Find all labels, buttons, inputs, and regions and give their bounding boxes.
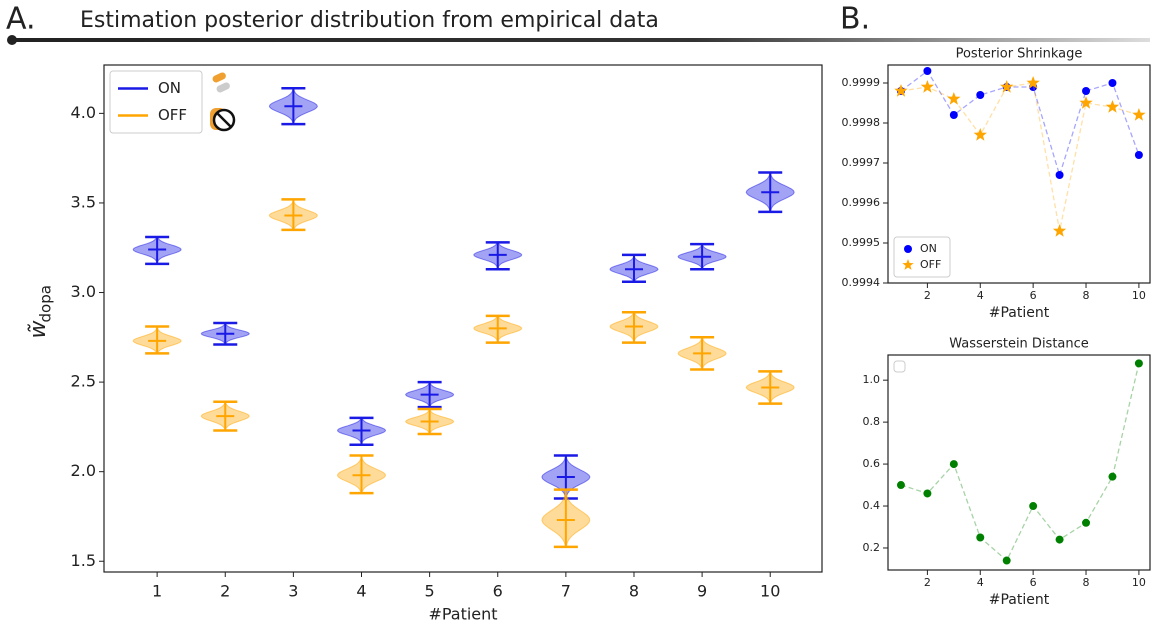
- y-tick-label: 3.0: [71, 282, 96, 301]
- x-tick-label: 4: [977, 289, 984, 302]
- y-tick-label: 3.5: [71, 192, 96, 211]
- y-tick-label: 0.6: [863, 457, 881, 470]
- legend-label: ON: [158, 79, 181, 97]
- y-tick-label: 0.8: [863, 415, 881, 428]
- point: [1108, 472, 1117, 481]
- point: [1055, 535, 1064, 544]
- x-tick-label: 6: [1030, 289, 1037, 302]
- chart-title: Posterior Shrinkage: [956, 47, 1083, 62]
- point: [1082, 518, 1091, 527]
- series-line: [900, 363, 1140, 562]
- y-tick-label: 1.5: [71, 551, 96, 570]
- x-tick-label: 7: [561, 582, 571, 601]
- point: [973, 128, 987, 141]
- x-tick-label: 8: [629, 582, 639, 601]
- plot-frame: [887, 354, 1151, 571]
- x-tick-label: 10: [1132, 576, 1146, 589]
- y-tick-label: 0.9999: [842, 76, 881, 89]
- x-tick-label: 10: [760, 582, 780, 601]
- y-tick-label: 2.5: [71, 372, 96, 391]
- y-axis-subscript: dopa: [37, 285, 55, 322]
- point: [1026, 76, 1040, 89]
- legend-swatch: [902, 259, 914, 270]
- point: [896, 481, 905, 490]
- point: [949, 111, 958, 119]
- x-tick-label: 5: [425, 582, 435, 601]
- header-rule: [10, 38, 1150, 42]
- y-axis-label: w̃dopa: [26, 285, 55, 338]
- point: [1055, 171, 1064, 179]
- legend-box: [893, 360, 906, 373]
- y-tick-label: 2.0: [71, 461, 96, 480]
- point: [1082, 87, 1091, 95]
- point: [923, 67, 932, 75]
- x-axis-label: #Patient: [428, 605, 497, 624]
- x-tick-label: 1: [152, 582, 162, 601]
- y-axis-symbol: w̃: [26, 320, 51, 339]
- y-tick-label: 0.9996: [842, 196, 881, 209]
- series-line: [900, 70, 1140, 178]
- point: [949, 460, 958, 469]
- point: [1134, 151, 1143, 159]
- panel-title: Estimation posterior distribution from e…: [80, 8, 659, 33]
- chart-title: Wasserstein Distance: [949, 337, 1089, 352]
- y-tick-label: 0.2: [863, 541, 881, 554]
- x-tick-label: 2: [220, 582, 230, 601]
- point: [1134, 359, 1143, 368]
- point: [1000, 80, 1014, 93]
- point: [1108, 79, 1117, 87]
- series-line: [900, 82, 1140, 232]
- y-tick-label: 1.0: [863, 373, 881, 386]
- x-tick-label: 4: [977, 576, 984, 589]
- x-tick-label: 9: [697, 582, 707, 601]
- point: [976, 533, 985, 542]
- x-tick-label: 6: [493, 582, 503, 601]
- x-tick-label: 8: [1083, 576, 1090, 589]
- y-tick-label: 0.9998: [842, 116, 881, 129]
- point: [1002, 556, 1011, 565]
- point: [1079, 96, 1093, 109]
- y-tick-label: 0.9995: [842, 236, 881, 249]
- point: [947, 92, 961, 105]
- x-axis-label: #Patient: [989, 305, 1050, 321]
- x-tick-label: 4: [356, 582, 366, 601]
- y-tick-label: 0.9994: [842, 276, 881, 289]
- point: [976, 91, 985, 99]
- point: [1132, 108, 1146, 121]
- x-tick-label: 8: [1083, 289, 1090, 302]
- y-tick-label: 0.9997: [842, 156, 881, 169]
- panel-label: A.: [6, 2, 36, 37]
- legend-label: OFF: [920, 258, 941, 271]
- point: [1029, 502, 1038, 511]
- y-tick-label: 0.4: [863, 499, 881, 512]
- x-tick-label: 10: [1132, 289, 1146, 302]
- x-tick-label: 2: [924, 576, 931, 589]
- header-dot: [7, 35, 17, 45]
- plot-frame: [103, 64, 823, 573]
- x-tick-label: 3: [288, 582, 298, 601]
- pill-icon: [210, 72, 236, 132]
- panel-label: B.: [840, 2, 870, 37]
- point: [923, 489, 932, 498]
- point: [894, 84, 908, 97]
- point: [920, 80, 934, 93]
- legend-swatch: [904, 245, 912, 253]
- legend-label: OFF: [158, 106, 187, 124]
- point: [1105, 100, 1120, 113]
- x-tick-label: 2: [924, 289, 931, 302]
- legend-box: [109, 70, 203, 134]
- point: [1052, 224, 1067, 237]
- plot-frame: [887, 64, 1151, 284]
- x-axis-label: #Patient: [989, 592, 1050, 608]
- legend-label: ON: [920, 242, 937, 255]
- y-tick-label: 4.0: [71, 103, 96, 122]
- x-tick-label: 6: [1030, 576, 1037, 589]
